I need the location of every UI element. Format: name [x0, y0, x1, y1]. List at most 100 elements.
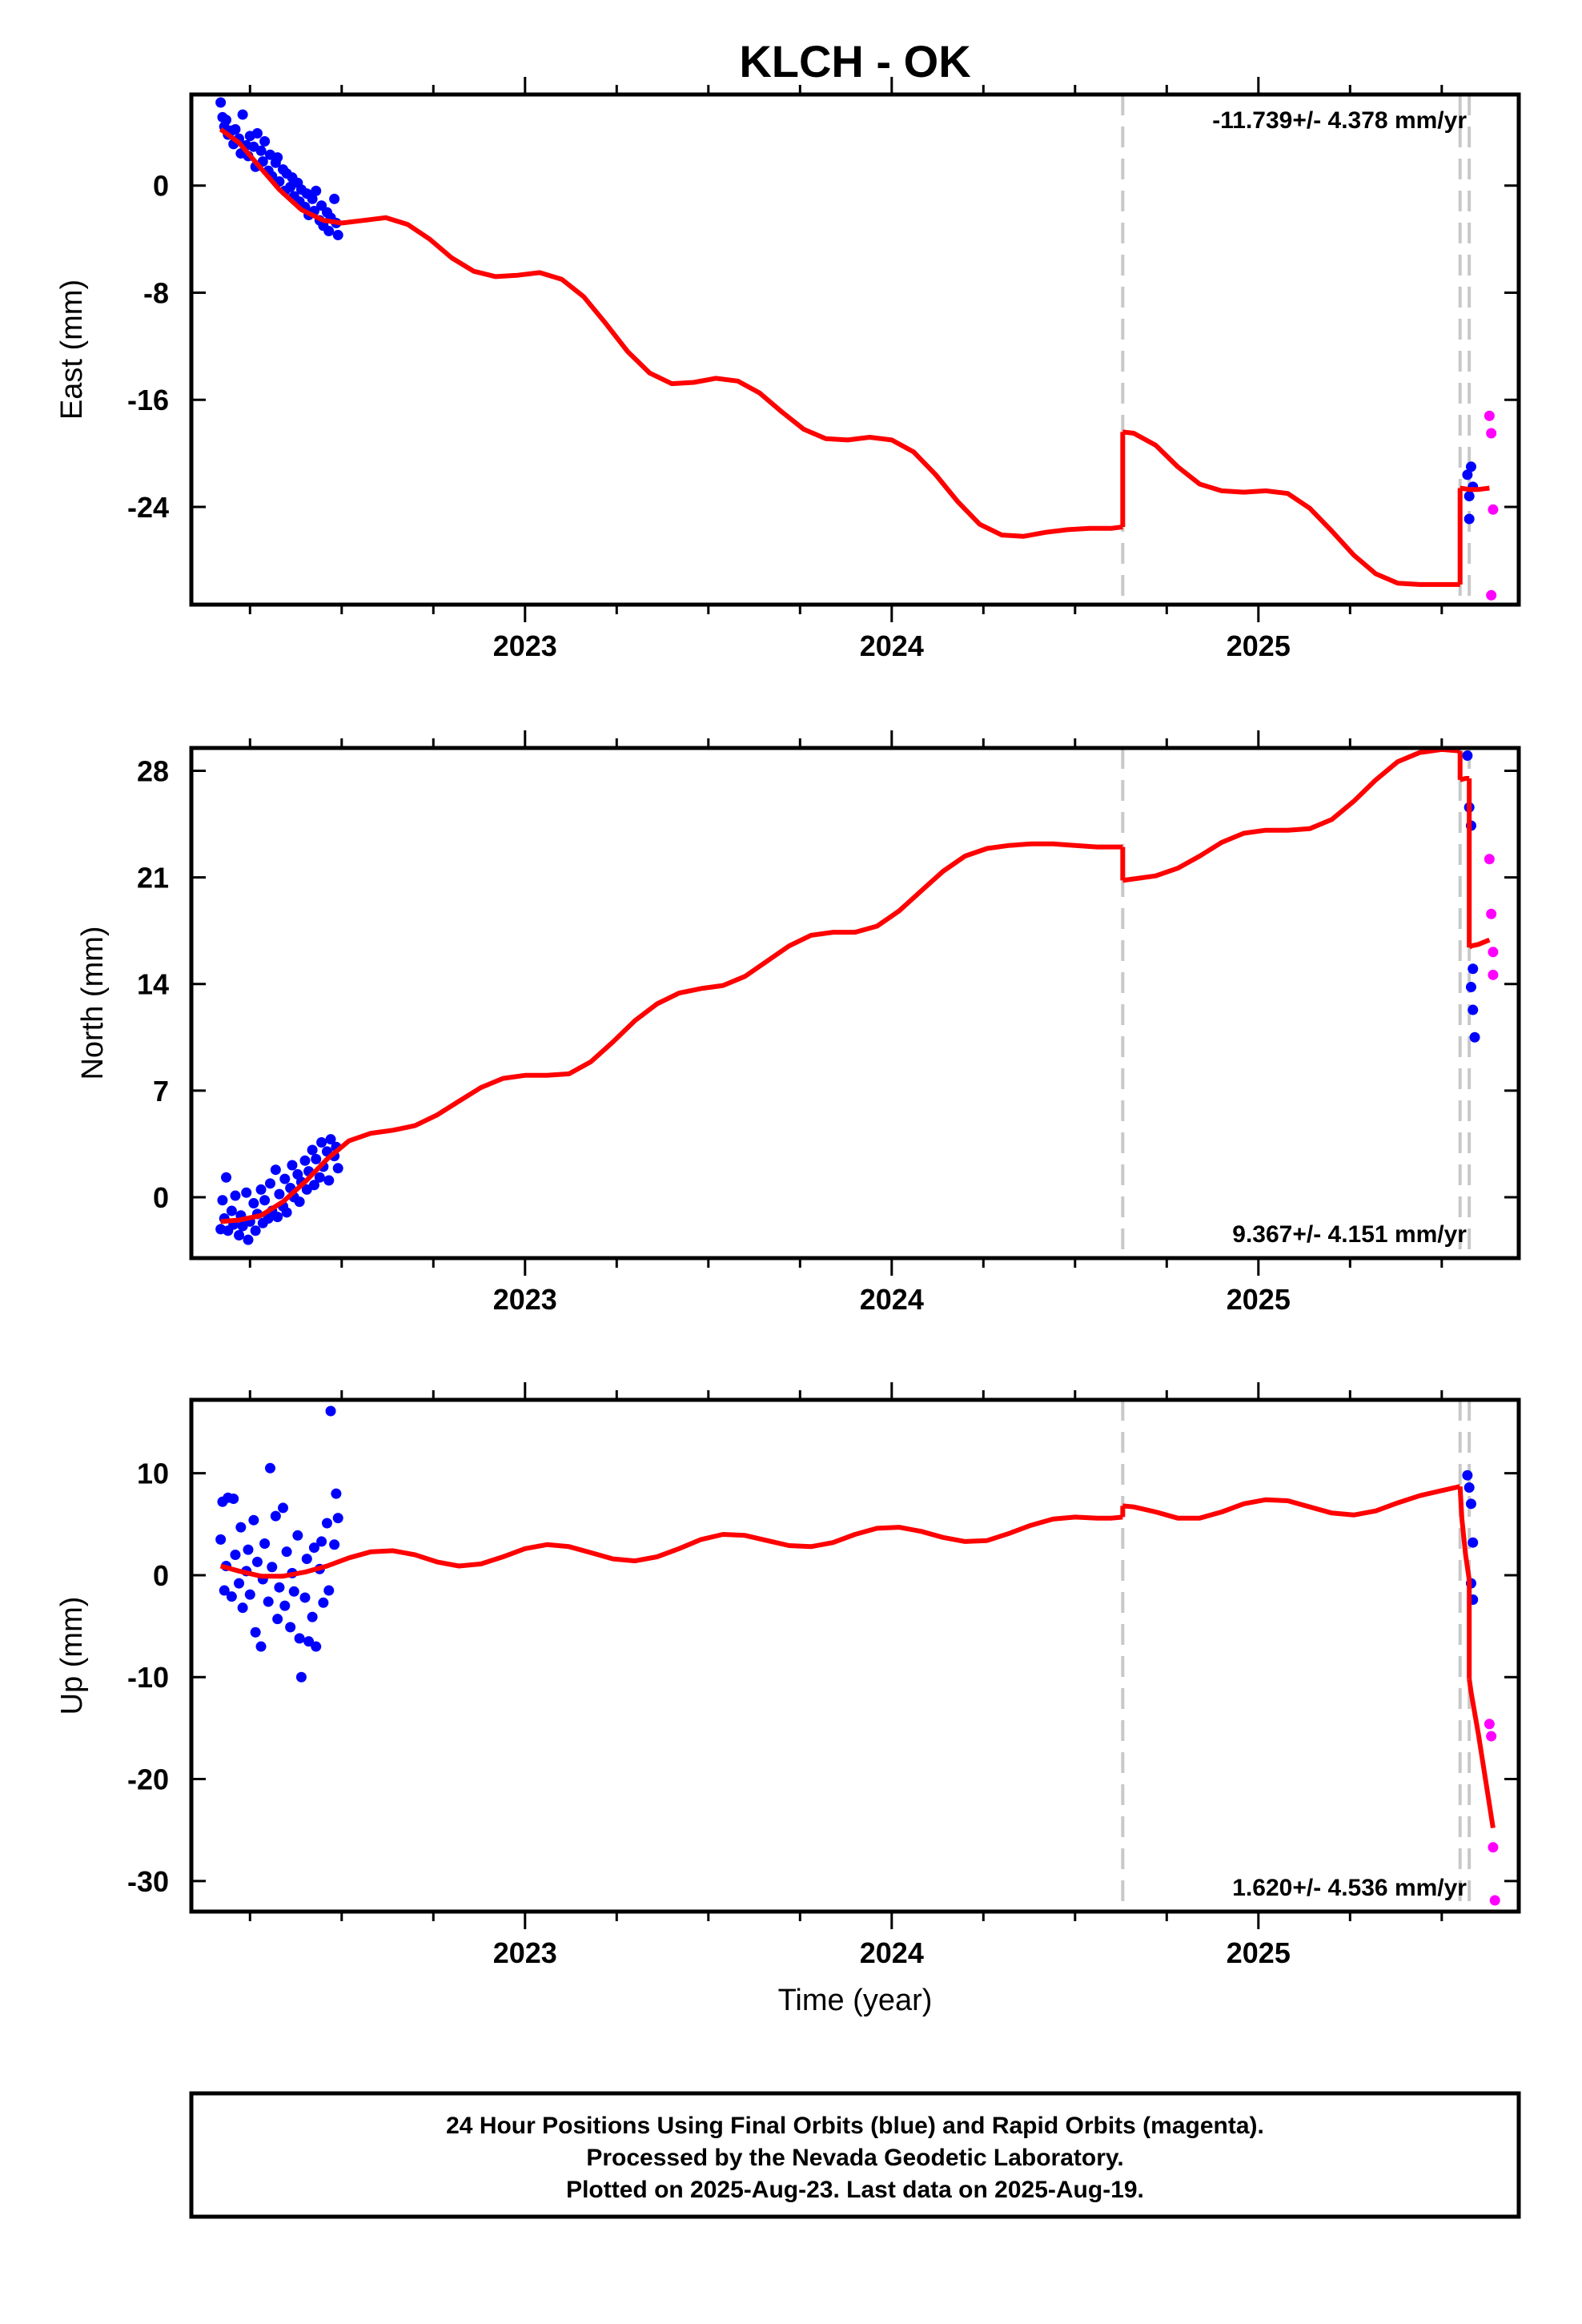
- up-final-point: [228, 1493, 239, 1504]
- north-final-point: [221, 1172, 232, 1183]
- x-axis-label: Time (year): [778, 1984, 933, 2017]
- east-final-point: [1462, 469, 1473, 480]
- up-ytick-label: -30: [127, 1865, 169, 1898]
- up-final-point: [325, 1405, 336, 1417]
- up-ytick-label: 0: [153, 1559, 169, 1592]
- east-y-axis-label: East (mm): [55, 279, 89, 420]
- up-final-point: [234, 1578, 245, 1589]
- north-final-point: [1462, 750, 1473, 762]
- north-y-axis-label: North (mm): [76, 926, 110, 1080]
- up-final-point: [263, 1596, 274, 1607]
- north-plot-area: [215, 748, 1499, 1245]
- east-final-point: [259, 136, 271, 147]
- north-ytick-label: 21: [137, 862, 169, 895]
- up-rapid-point: [1489, 1895, 1500, 1906]
- up-final-point: [237, 1602, 248, 1614]
- north-ytick-label: 7: [153, 1075, 169, 1108]
- up-ytick-label: 10: [137, 1458, 169, 1490]
- north-final-point: [264, 1178, 275, 1189]
- east-plot-area: [215, 97, 1499, 601]
- east-final-point: [230, 123, 241, 135]
- north-final-point: [287, 1160, 298, 1171]
- east-xtick-label: 2023: [493, 629, 557, 662]
- up-final-point: [250, 1626, 261, 1638]
- up-plot-area: [215, 1405, 1500, 1906]
- east-panel: 0 -8 -16 -24 2023 2024 2025 -11.739+/- 4.378 mm…: [55, 77, 1521, 662]
- up-final-point: [308, 1542, 319, 1554]
- north-final-point: [272, 1212, 283, 1223]
- north-final-point: [230, 1190, 241, 1201]
- up-final-point: [316, 1536, 327, 1547]
- footer-line-3: Plotted on 2025-Aug-23. Last data on 202…: [566, 2177, 1144, 2203]
- up-final-point: [215, 1534, 227, 1545]
- east-ytick-label: 0: [153, 170, 169, 203]
- east-rate-label: -11.739+/- 4.378 mm/yr: [1212, 107, 1467, 134]
- up-final-point: [321, 1518, 332, 1529]
- east-final-point: [323, 226, 335, 237]
- up-rapid-point: [1484, 1719, 1495, 1730]
- north-rapid-point: [1484, 854, 1495, 865]
- panels: 0 -8 -16 -24 2023 2024 2025 -11.739+/- 4.378 mm…: [55, 77, 1521, 1969]
- up-rapid-point: [1488, 1842, 1499, 1853]
- up-final-point: [274, 1582, 285, 1593]
- up-final-point: [281, 1546, 292, 1558]
- east-final-point: [272, 152, 283, 163]
- up-final-point: [329, 1539, 340, 1550]
- north-final-point: [1468, 1004, 1479, 1015]
- up-final-point: [270, 1510, 281, 1522]
- north-model-segment: [1468, 937, 1491, 950]
- north-xtick-label: 2025: [1227, 1283, 1291, 1316]
- east-final-point: [215, 97, 227, 108]
- east-final-point: [1464, 513, 1475, 525]
- up-model-segment: [1122, 1484, 1461, 1521]
- up-final-point: [251, 1556, 263, 1567]
- up-final-point: [292, 1530, 303, 1541]
- north-panel: 28 21 14 7 0 2023 2024 2025 9.367+/- 4.151 mm/yr…: [76, 730, 1521, 1316]
- north-final-point: [217, 1195, 228, 1206]
- up-model-segment: [1467, 1679, 1496, 1829]
- north-rapid-point: [1486, 908, 1497, 919]
- east-xtick-label: 2024: [860, 629, 924, 662]
- north-final-point: [274, 1188, 285, 1200]
- north-final-point: [314, 1172, 325, 1183]
- up-final-point: [295, 1671, 307, 1683]
- north-final-point: [316, 1136, 327, 1148]
- up-final-point: [235, 1522, 247, 1533]
- up-model-segment: [1457, 1486, 1472, 1581]
- north-final-point: [226, 1205, 237, 1216]
- up-frame: [189, 1397, 1521, 1914]
- up-final-point: [331, 1488, 342, 1499]
- north-rapid-point: [1488, 969, 1499, 980]
- north-rate-label: 9.367+/- 4.151 mm/yr: [1232, 1221, 1467, 1248]
- north-final-point: [1469, 1031, 1480, 1043]
- north-final-point: [234, 1229, 245, 1240]
- north-final-point: [259, 1195, 271, 1206]
- up-final-point: [318, 1597, 329, 1608]
- north-final-point: [243, 1234, 254, 1245]
- up-final-point: [219, 1585, 230, 1596]
- footer-line-2: Processed by the Nevada Geodetic Laborat…: [586, 2145, 1123, 2171]
- north-final-point: [250, 1225, 261, 1236]
- east-ytick-label: -8: [143, 276, 169, 309]
- north-model-segment: [220, 841, 1123, 1224]
- up-final-point: [255, 1641, 267, 1652]
- east-final-point: [1464, 491, 1475, 502]
- up-final-point: [288, 1586, 299, 1597]
- up-xtick-label: 2025: [1227, 1936, 1291, 1969]
- east-final-point: [221, 115, 232, 126]
- east-final-point: [255, 145, 267, 156]
- up-final-point: [264, 1462, 275, 1474]
- up-final-point: [272, 1614, 283, 1625]
- footer-box: 24 Hour Positions Using Final Orbits (bl…: [189, 2091, 1521, 2219]
- up-y-axis-label: Up (mm): [55, 1597, 89, 1715]
- up-final-point: [1468, 1537, 1479, 1548]
- east-model-segment: [1122, 429, 1460, 587]
- up-final-point: [267, 1562, 278, 1573]
- north-final-point: [299, 1155, 311, 1166]
- east-final-point: [332, 230, 343, 241]
- up-final-point: [303, 1636, 315, 1647]
- north-final-point: [270, 1164, 281, 1176]
- up-final-point: [1462, 1470, 1473, 1481]
- north-final-point: [332, 1163, 343, 1174]
- up-final-point: [311, 1641, 322, 1652]
